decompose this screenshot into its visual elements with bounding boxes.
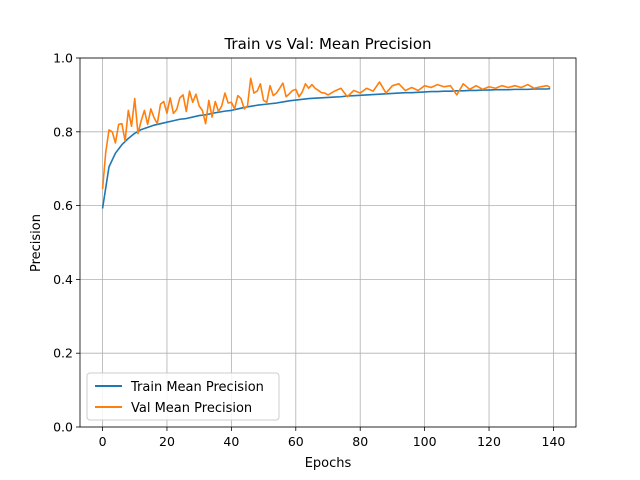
y-tick-label: 0.6 <box>53 198 73 213</box>
y-axis-label: Precision <box>29 214 44 272</box>
chart-title: Train vs Val: Mean Precision <box>223 35 431 53</box>
x-tick-label: 140 <box>542 434 566 449</box>
y-tick-label: 0.0 <box>53 420 73 435</box>
x-tick-label: 0 <box>99 434 107 449</box>
y-tick-label: 0.4 <box>53 272 73 287</box>
legend-label-val: Val Mean Precision <box>131 401 252 416</box>
x-tick-label: 20 <box>159 434 175 449</box>
x-axis-label: Epochs <box>305 456 352 471</box>
x-tick-label: 80 <box>352 434 368 449</box>
val-series-line <box>101 77 551 190</box>
y-tick-label: 0.8 <box>53 124 73 139</box>
train-series-line <box>101 87 551 209</box>
legend: Train Mean Precision Val Mean Precision <box>86 372 280 421</box>
x-tick-label: 100 <box>413 434 437 449</box>
y-tick-label: 1.0 <box>53 51 73 66</box>
x-tick-label: 60 <box>288 434 304 449</box>
x-axis-ticks: 0 20 40 60 80 100 120 140 <box>99 427 566 449</box>
y-axis-ticks: 0.0 0.2 0.4 0.6 0.8 1.0 <box>53 51 80 435</box>
legend-label-train: Train Mean Precision <box>130 380 264 395</box>
axes-frame <box>79 57 577 428</box>
y-tick-label: 0.2 <box>53 346 73 361</box>
legend-box <box>86 372 280 421</box>
series-lines <box>101 77 551 209</box>
x-tick-label: 40 <box>223 434 239 449</box>
x-tick-label: 120 <box>477 434 501 449</box>
